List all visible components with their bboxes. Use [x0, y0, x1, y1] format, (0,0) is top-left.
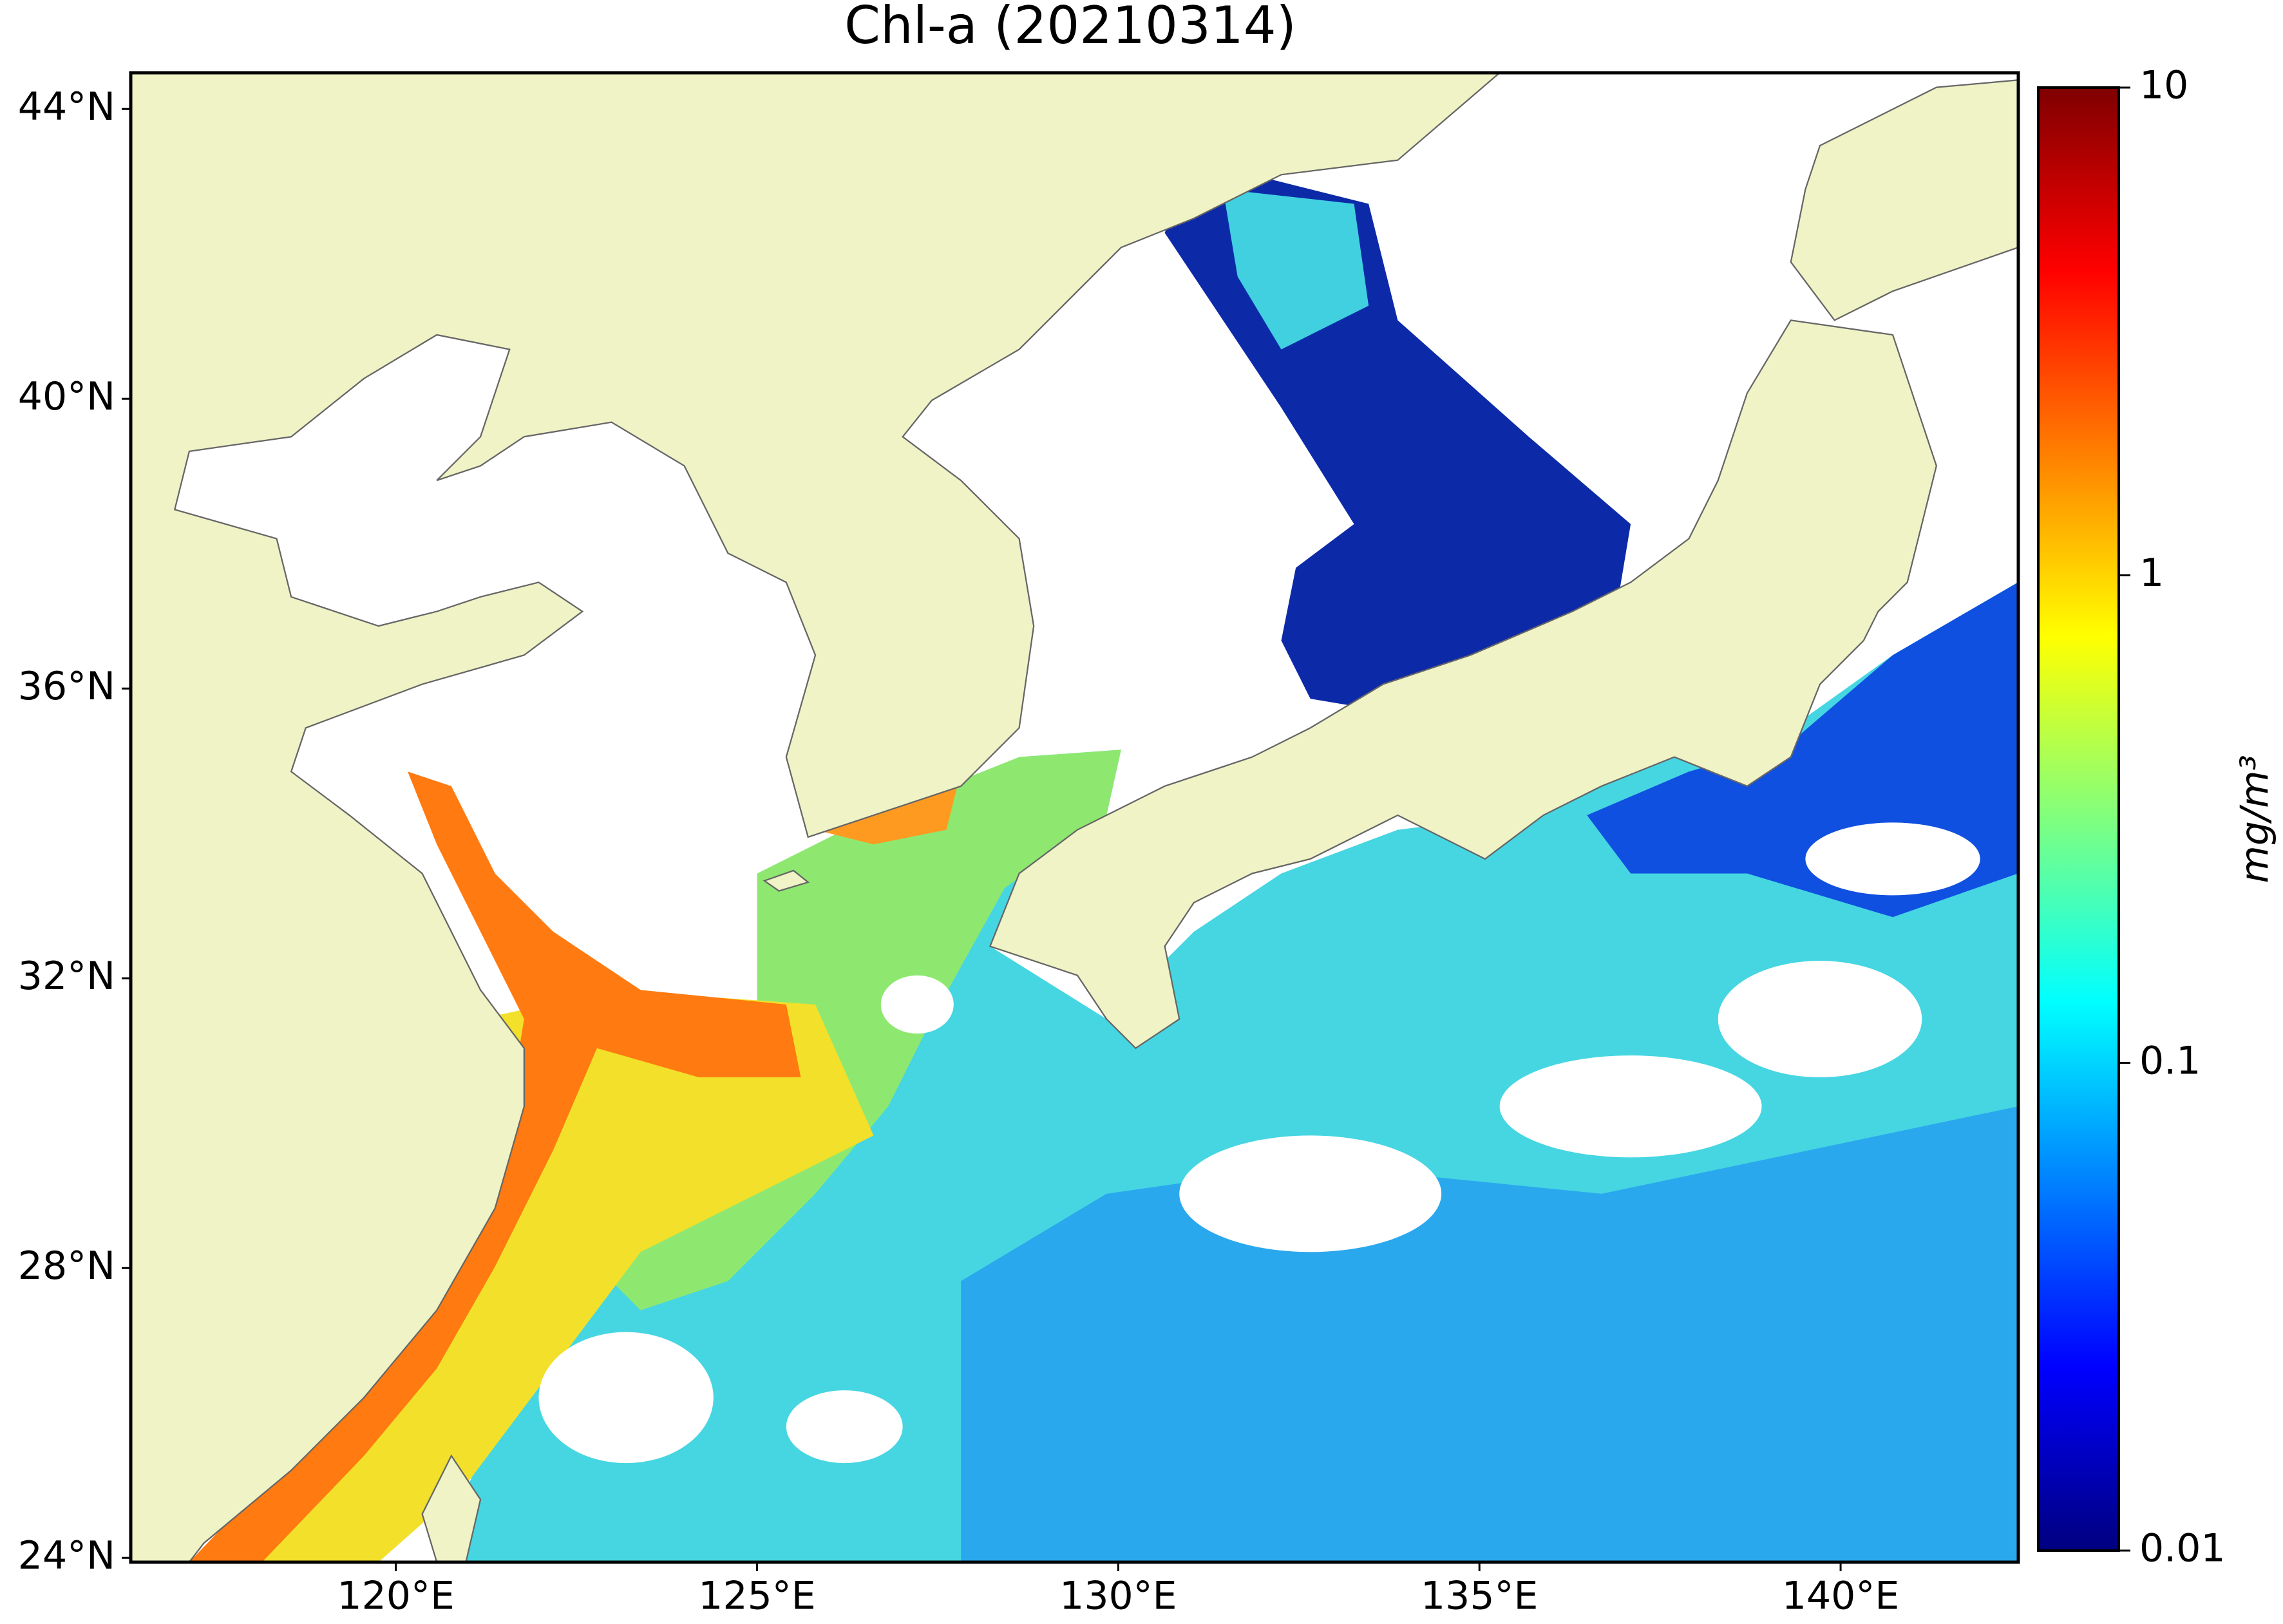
x-tick-label: 135°E: [1421, 1574, 1538, 1619]
x-tick-label: 120°E: [337, 1574, 454, 1619]
y-tick-label: 44°N: [18, 84, 115, 129]
colorbar-tick-label: 10: [2139, 63, 2188, 108]
east-sea-cyan: [1223, 189, 1369, 350]
colorbar-label: mg/m³: [2233, 755, 2278, 883]
colorbar: [2037, 86, 2120, 1552]
colorbar-tick-label: 0.01: [2139, 1526, 2226, 1571]
land-china-korea: [131, 73, 1501, 1562]
x-tick-label: 140°E: [1782, 1574, 1899, 1619]
y-tick-label: 36°N: [18, 664, 115, 709]
colorbar-tick-label: 0.1: [2139, 1038, 2201, 1083]
x-tick-label: 125°E: [698, 1574, 815, 1619]
data-layer: [131, 73, 2018, 1562]
y-tick-label: 24°N: [18, 1533, 115, 1578]
colorbar-tick-label: 1: [2139, 551, 2164, 596]
land-hokkaido: [1790, 79, 2018, 321]
x-tick-label: 130°E: [1059, 1574, 1177, 1619]
cloud-patches: [538, 822, 1980, 1464]
y-tick-label: 40°N: [18, 374, 115, 419]
land-jeju: [763, 869, 810, 892]
map-title: Chl-a (20210314): [844, 0, 1296, 55]
y-tick-label: 32°N: [18, 954, 115, 999]
y-tick-label: 28°N: [18, 1243, 115, 1289]
map-area: [131, 73, 2018, 1562]
land-honshu: [989, 319, 1938, 1050]
map-frame: [129, 71, 2020, 1564]
